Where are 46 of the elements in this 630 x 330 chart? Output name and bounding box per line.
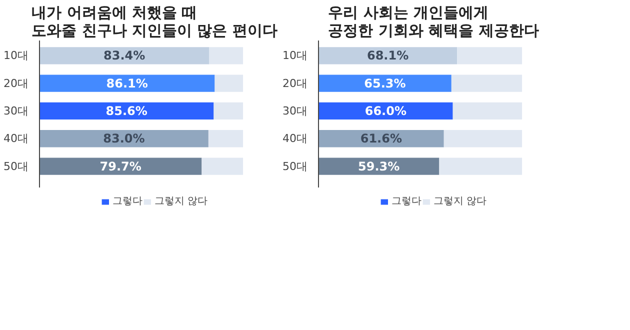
data-label: 85.6% xyxy=(106,104,148,118)
bar xyxy=(40,130,208,148)
chart-title: 우리 사회는 개인들에게 공정한 기회와 혜택을 제공한다 xyxy=(328,4,539,40)
legend-label: 그렇다 xyxy=(391,195,422,208)
bar xyxy=(452,102,522,120)
y-tick-label: 50대 xyxy=(4,160,29,173)
bar xyxy=(318,102,453,120)
bar xyxy=(318,158,440,175)
data-label: 65.3% xyxy=(364,76,406,90)
data-label: 83.0% xyxy=(103,132,145,146)
y-tick-label: 40대 xyxy=(4,132,29,146)
legend-label: 그렇지 않다 xyxy=(433,195,487,208)
data-label: 68.1% xyxy=(366,48,409,63)
data-label: 86.1% xyxy=(106,76,148,90)
bar xyxy=(457,47,522,64)
y-tick-label: 30대 xyxy=(4,104,29,118)
bar xyxy=(318,74,452,92)
data-label: 61.6% xyxy=(360,132,402,146)
bar xyxy=(318,47,458,64)
y-tick-label: 20대 xyxy=(4,76,29,90)
bar xyxy=(40,74,215,92)
legend-label: 그렇다 xyxy=(112,195,142,208)
chart-title: 내가 어려움에 처했을 때 도와줄 친구나 지인들이 많은 편이다 xyxy=(32,4,278,40)
bar xyxy=(451,74,522,92)
data-label: 59.3% xyxy=(358,159,400,174)
bar xyxy=(208,130,244,148)
bar xyxy=(202,158,244,175)
y-tick-label: 10대 xyxy=(4,49,29,62)
bar xyxy=(209,47,244,64)
data-label: 83.4% xyxy=(104,48,146,63)
legend-label: 그렇지 않다 xyxy=(154,195,208,208)
y-tick-label: 50대 xyxy=(282,160,308,173)
bar xyxy=(318,130,444,148)
bar xyxy=(40,47,210,64)
y-tick-label: 40대 xyxy=(282,132,308,146)
data-label: 66.0% xyxy=(364,104,406,118)
bar xyxy=(439,158,522,175)
y-tick-label: 10대 xyxy=(282,49,308,62)
bar xyxy=(444,130,522,148)
y-tick-label: 20대 xyxy=(282,76,308,90)
bar xyxy=(214,102,244,120)
bar xyxy=(214,74,244,92)
bar xyxy=(40,102,214,120)
y-tick-label: 30대 xyxy=(282,104,308,118)
bar xyxy=(40,158,202,175)
data-label: 79.7% xyxy=(100,159,142,174)
